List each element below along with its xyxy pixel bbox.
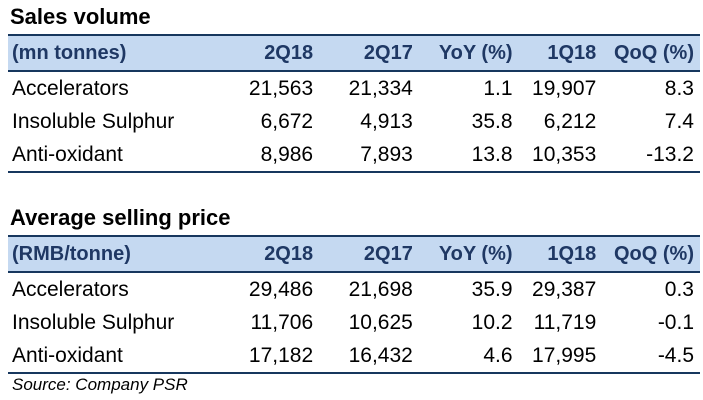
table-row: Accelerators 21,563 21,334 1.1 19,907 8.… bbox=[8, 72, 700, 105]
table-cell: 10,353 bbox=[532, 142, 597, 166]
table-cell: 7,893 bbox=[360, 142, 413, 166]
row-label: Accelerators bbox=[12, 277, 129, 301]
header-cell: 2Q17 bbox=[363, 242, 413, 265]
table-cell: 35.8 bbox=[471, 109, 513, 133]
table-cell: 29,387 bbox=[532, 277, 597, 301]
table-cell: 0.3 bbox=[664, 277, 694, 301]
header-cell: 2Q18 bbox=[264, 41, 314, 64]
table-cell: 4,913 bbox=[360, 109, 413, 133]
section-title-average-selling-price: Average selling price bbox=[10, 205, 231, 230]
table-cell: -4.5 bbox=[657, 343, 694, 367]
header-cell: QoQ (%) bbox=[614, 41, 694, 64]
table-cell: 6,212 bbox=[543, 109, 597, 133]
sales-volume-table: (mn tonnes) 2Q18 2Q17 YoY (%) 1Q18 QoQ (… bbox=[8, 34, 700, 173]
row-label: Insoluble Sulphur bbox=[12, 109, 175, 133]
header-cell: YoY (%) bbox=[438, 242, 513, 265]
source-note: Source: Company PSR bbox=[12, 375, 188, 394]
header-cell: QoQ (%) bbox=[614, 242, 694, 265]
table-cell: 35.9 bbox=[471, 277, 513, 301]
header-cell: 1Q18 bbox=[547, 242, 597, 265]
table-row: Accelerators 29,486 21,698 35.9 29,387 0… bbox=[8, 273, 700, 306]
table-cell: -13.2 bbox=[646, 142, 694, 166]
header-cell: 2Q18 bbox=[264, 242, 314, 265]
table-cell: 13.8 bbox=[471, 142, 513, 166]
header-cell: (mn tonnes) bbox=[12, 41, 127, 64]
table-cell: 17,995 bbox=[532, 343, 597, 367]
table-header: (RMB/tonne) 2Q18 2Q17 YoY (%) 1Q18 QoQ (… bbox=[8, 235, 700, 273]
table-cell: 4.6 bbox=[483, 343, 513, 367]
row-label: Anti-oxidant bbox=[12, 343, 123, 367]
header-cell: (RMB/tonne) bbox=[12, 242, 131, 265]
table-row: Anti-oxidant 8,986 7,893 13.8 10,353 -13… bbox=[8, 138, 700, 173]
table-header: (mn tonnes) 2Q18 2Q17 YoY (%) 1Q18 QoQ (… bbox=[8, 34, 700, 72]
table-cell: 16,432 bbox=[348, 343, 413, 367]
table-cell: 29,486 bbox=[248, 277, 314, 301]
table-row: Insoluble Sulphur 6,672 4,913 35.8 6,212… bbox=[8, 105, 700, 138]
table-cell: 7.4 bbox=[664, 109, 694, 133]
table-row: Anti-oxidant 17,182 16,432 4.6 17,995 -4… bbox=[8, 339, 700, 374]
average-selling-price-table: (RMB/tonne) 2Q18 2Q17 YoY (%) 1Q18 QoQ (… bbox=[8, 235, 700, 374]
header-cell: 1Q18 bbox=[547, 41, 597, 64]
table-cell: 6,672 bbox=[260, 109, 314, 133]
section-title-sales-volume: Sales volume bbox=[10, 4, 151, 29]
row-label: Insoluble Sulphur bbox=[12, 310, 175, 334]
header-cell: 2Q17 bbox=[363, 41, 413, 64]
table-cell: 8,986 bbox=[260, 142, 314, 166]
table-cell: 10.2 bbox=[471, 310, 513, 334]
table-cell: 10,625 bbox=[348, 310, 413, 334]
table-row: Insoluble Sulphur 11,706 10,625 10.2 11,… bbox=[8, 306, 700, 339]
table-cell: 11,706 bbox=[250, 310, 314, 334]
table-cell: 11,719 bbox=[533, 310, 597, 334]
table-cell: 21,334 bbox=[348, 76, 413, 100]
table-cell: 17,182 bbox=[248, 343, 314, 367]
table-cell: 19,907 bbox=[532, 76, 597, 100]
table-cell: 21,563 bbox=[248, 76, 314, 100]
row-label: Accelerators bbox=[12, 76, 129, 100]
row-label: Anti-oxidant bbox=[12, 142, 123, 166]
table-cell: 21,698 bbox=[348, 277, 413, 301]
table-cell: 1.1 bbox=[483, 76, 513, 100]
header-cell: YoY (%) bbox=[438, 41, 513, 64]
table-cell: -0.1 bbox=[657, 310, 694, 334]
table-cell: 8.3 bbox=[664, 76, 694, 100]
